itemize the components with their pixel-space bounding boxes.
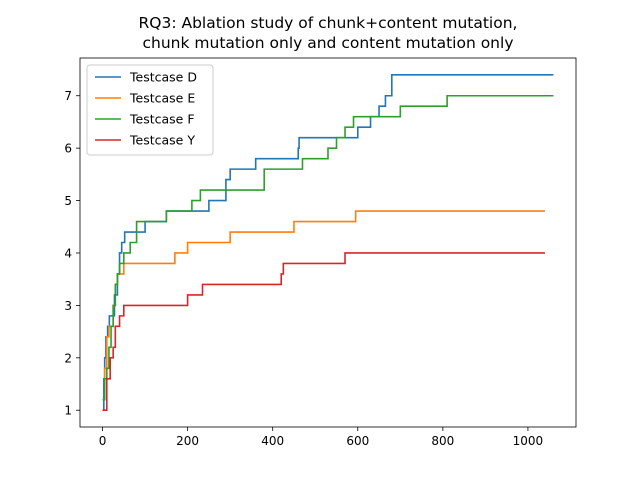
plot-frame — [79, 57, 577, 428]
series-line-2 — [102, 94, 554, 401]
x-tick-label: 600 — [346, 434, 369, 448]
x-tick-label: 800 — [431, 434, 454, 448]
y-tick-label: 6 — [64, 142, 72, 156]
x-tick-label: 0 — [99, 434, 107, 448]
plot-lines — [102, 73, 554, 412]
legend-label: Testcase Y — [129, 133, 195, 148]
x-tick-label: 1000 — [513, 434, 544, 448]
y-tick-label: 4 — [64, 246, 72, 260]
y-tick-label: 1 — [64, 404, 72, 418]
legend-label: Testcase F — [129, 112, 195, 127]
x-tick-label: 200 — [176, 434, 199, 448]
y-tick-label: 7 — [64, 89, 72, 103]
legend-box — [86, 64, 214, 156]
legend-label: Testcase E — [129, 91, 195, 106]
y-axis: 1 2 3 4 5 6 7 — [64, 89, 80, 418]
series-line-0 — [102, 73, 554, 412]
chart-title-line-1: RQ3: Ablation study of chunk+content mut… — [139, 14, 518, 32]
y-tick-label: 3 — [64, 299, 72, 313]
legend: Testcase D Testcase E Testcase F Testcase Y — [86, 64, 214, 156]
x-axis: 0 200 400 600 800 1000 — [99, 427, 543, 448]
y-tick-label: 2 — [64, 351, 72, 365]
x-tick-label: 400 — [261, 434, 284, 448]
chart-title-line-2: chunk mutation only and content mutation… — [143, 34, 514, 52]
y-tick-label: 5 — [64, 194, 72, 208]
series-line-3 — [102, 252, 545, 412]
legend-label: Testcase D — [129, 70, 197, 85]
